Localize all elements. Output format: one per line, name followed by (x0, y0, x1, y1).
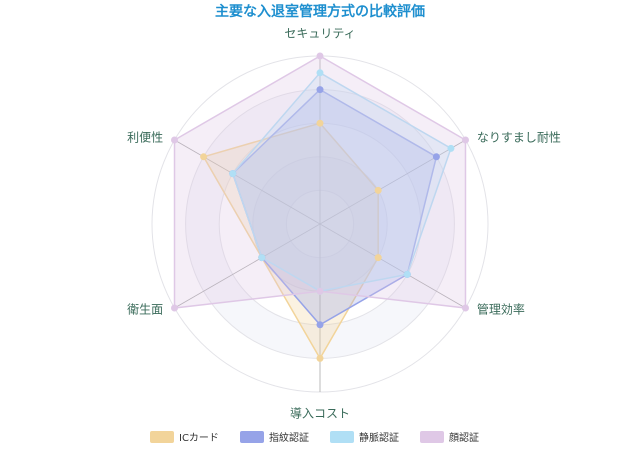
legend-swatch (330, 431, 354, 443)
data-point (200, 153, 208, 161)
data-point (229, 170, 237, 178)
data-point (316, 52, 324, 60)
legend-swatch (240, 431, 264, 443)
data-point (403, 270, 411, 278)
data-point (316, 86, 324, 94)
chart-title: 主要な入退室管理方式の比較評価 (215, 3, 425, 20)
axis-label: 導入コスト (290, 407, 350, 421)
spoke (319, 139, 466, 225)
data-point (447, 144, 455, 152)
spoke (319, 223, 466, 309)
data-point (316, 321, 324, 329)
legend-swatch (420, 431, 444, 443)
data-point (316, 69, 324, 77)
legend-swatch (150, 431, 174, 443)
data-point (258, 254, 266, 262)
legend-label: 静脈認証 (359, 431, 399, 444)
axis-label: 利便性 (127, 131, 163, 145)
data-point (316, 354, 324, 362)
axis-label: 管理効率 (477, 302, 525, 317)
data-point (171, 136, 179, 144)
data-point (432, 153, 440, 161)
data-point (374, 254, 382, 262)
axis-label: セキュリティ (284, 27, 355, 41)
axis-label: 衛生面 (127, 303, 163, 317)
data-point (461, 136, 469, 144)
data-point (461, 304, 469, 312)
axis-label: なりすまし耐性 (477, 131, 561, 145)
data-point (316, 287, 324, 295)
legend-label: 顔認証 (449, 431, 479, 444)
legend-label: 指紋認証 (269, 431, 309, 444)
spoke (174, 139, 321, 225)
spoke (174, 223, 321, 309)
data-point (171, 304, 179, 312)
legend-label: ICカード (179, 432, 219, 444)
data-point (374, 186, 382, 194)
data-point (316, 119, 324, 127)
